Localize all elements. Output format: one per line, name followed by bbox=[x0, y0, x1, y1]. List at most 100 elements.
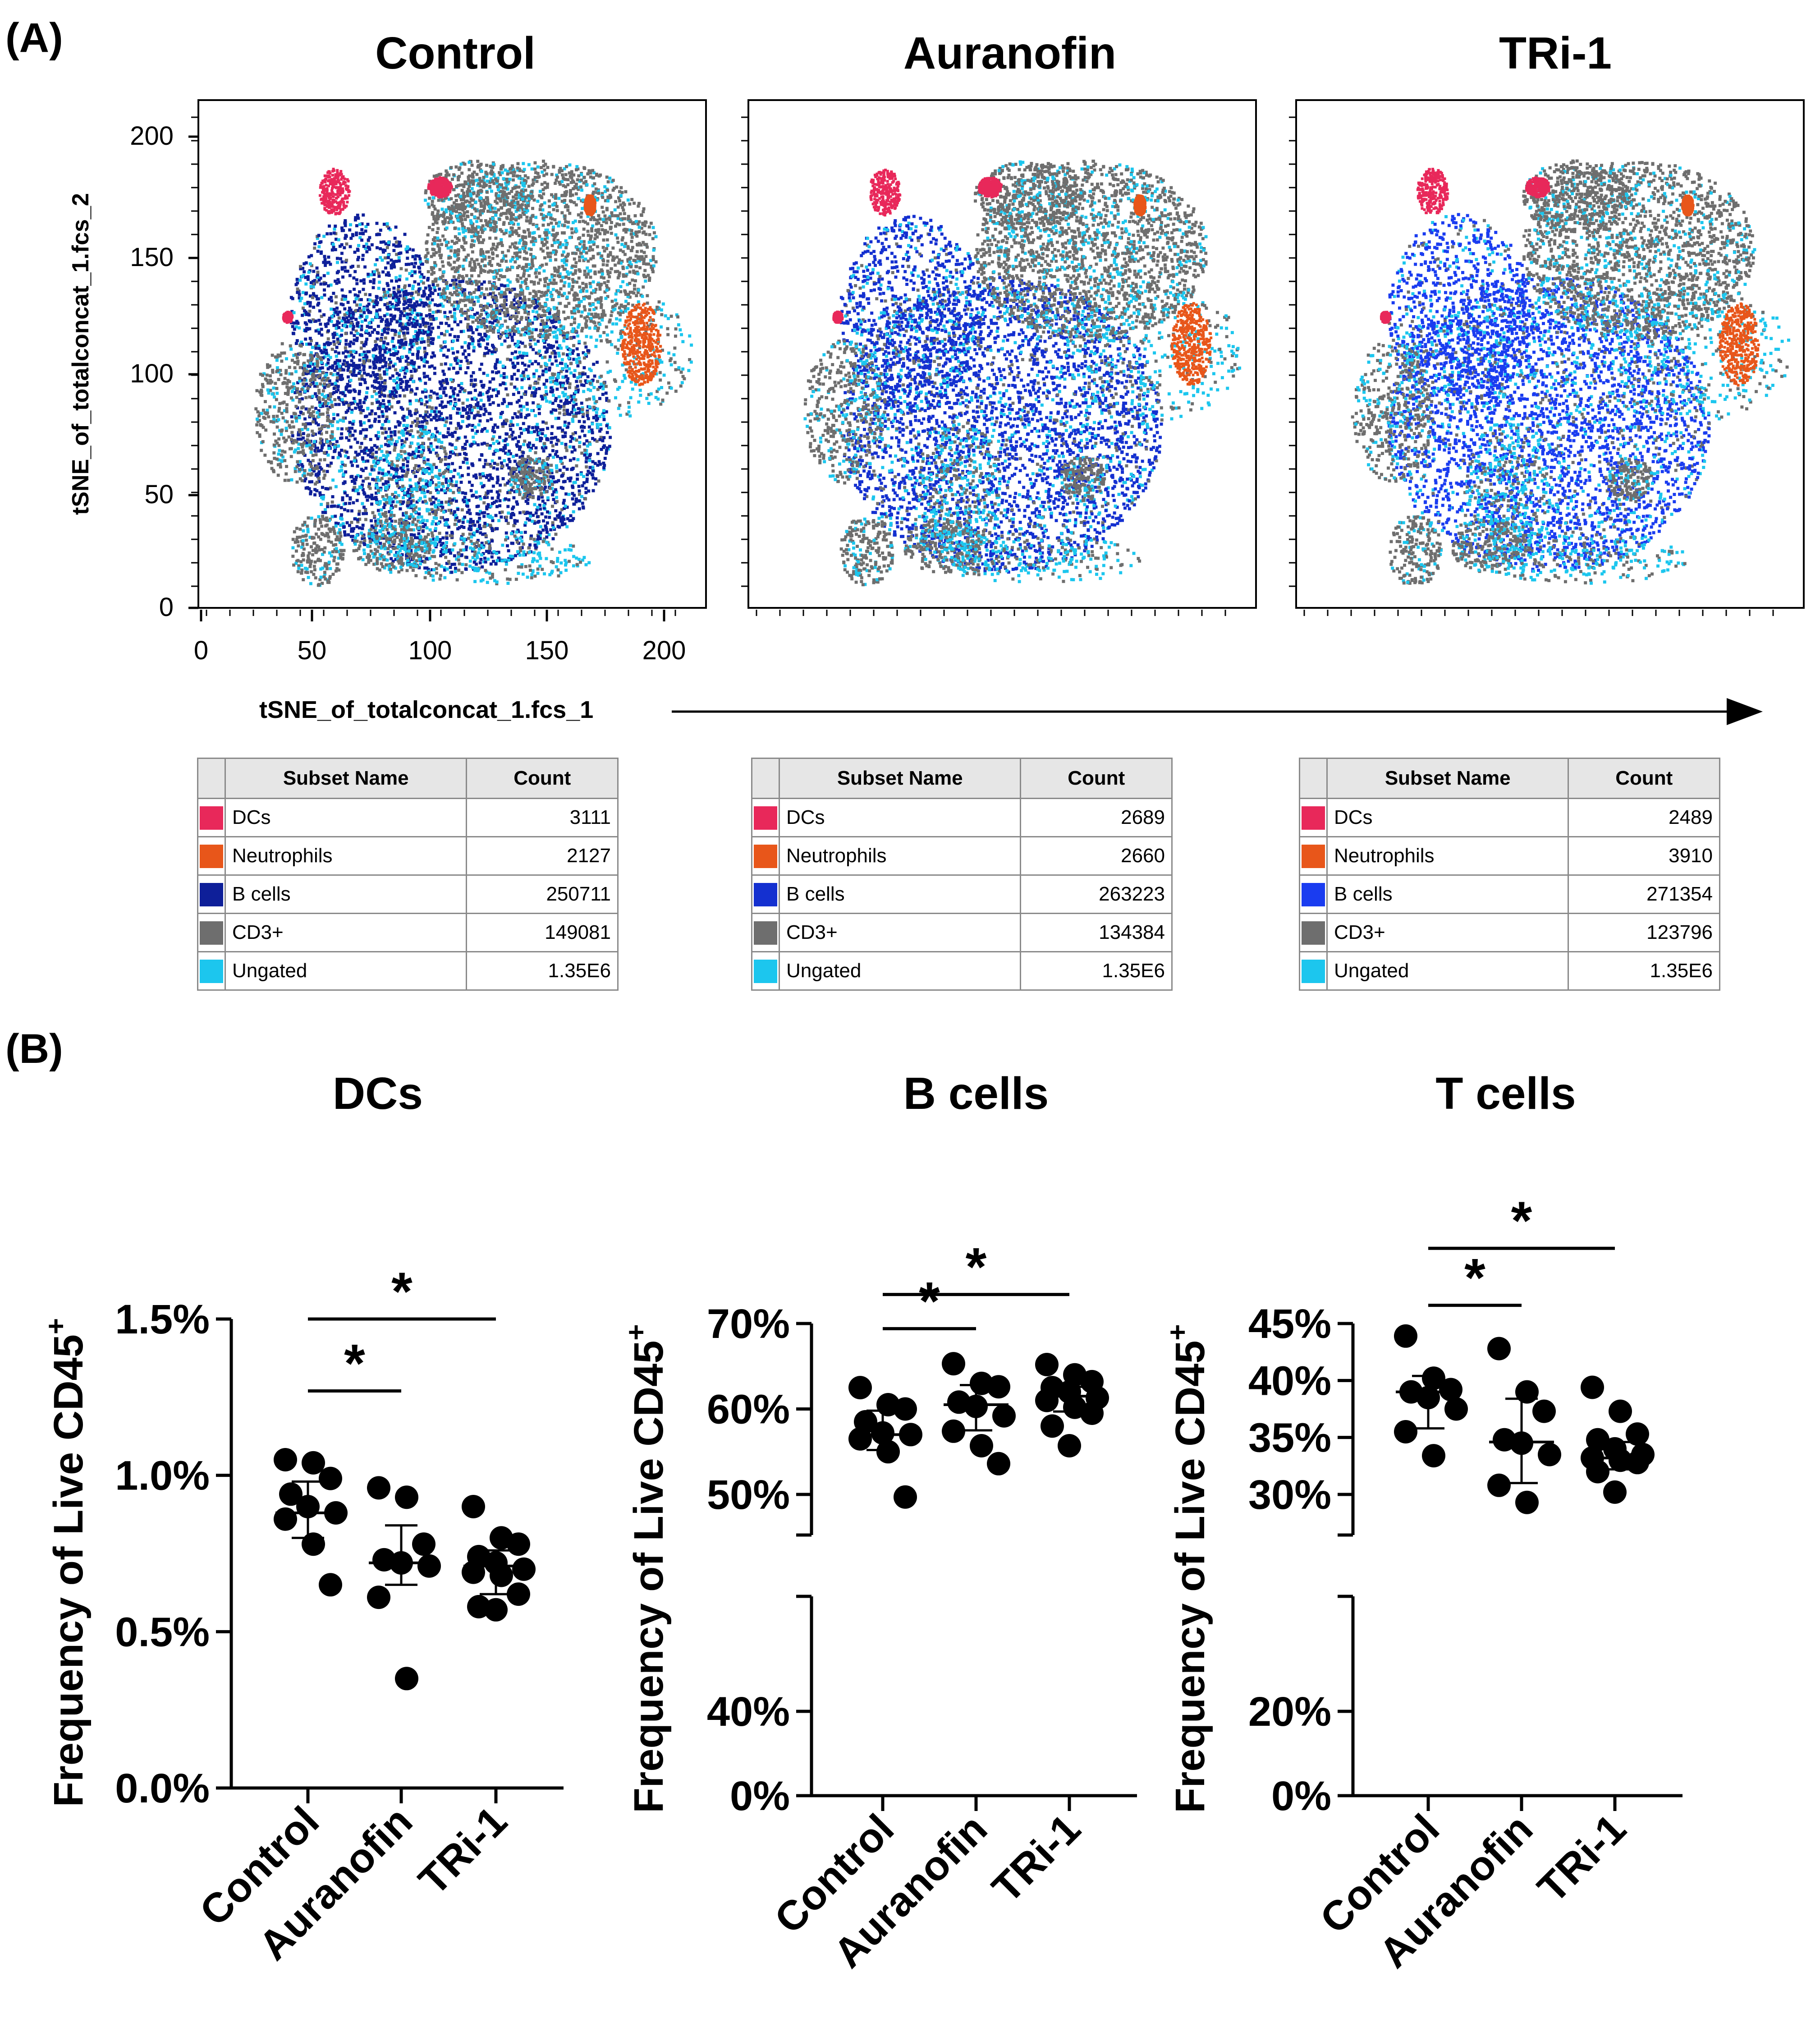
tsne-point bbox=[332, 437, 336, 441]
tsne-point bbox=[370, 524, 374, 528]
tsne-point bbox=[477, 423, 481, 427]
tsne-point bbox=[469, 489, 473, 492]
tsne-point bbox=[492, 466, 495, 469]
tsne-point bbox=[433, 543, 437, 547]
tsne-point bbox=[379, 316, 382, 319]
tsne-point bbox=[423, 330, 427, 334]
tsne-point bbox=[477, 296, 480, 299]
tsne-point bbox=[433, 354, 436, 358]
tsne-point bbox=[586, 315, 589, 318]
tsne-point bbox=[394, 529, 397, 533]
tsne-point bbox=[634, 279, 637, 283]
tsne-point bbox=[340, 333, 344, 337]
tsne-point bbox=[439, 310, 442, 313]
tsne-point bbox=[414, 290, 418, 294]
tsne-point bbox=[330, 308, 333, 311]
tsne-point bbox=[605, 217, 608, 221]
tsne-point bbox=[433, 372, 436, 375]
tsne-point bbox=[408, 308, 412, 312]
tsne-point bbox=[292, 311, 296, 314]
tsne-point bbox=[482, 515, 486, 518]
tsne-point bbox=[602, 384, 606, 387]
tsne-point bbox=[419, 331, 422, 335]
tsne-point bbox=[546, 521, 549, 525]
tsne-point bbox=[394, 244, 398, 248]
tsne-point bbox=[467, 499, 471, 502]
tsne-point bbox=[557, 224, 560, 228]
tsne-point bbox=[480, 544, 483, 547]
tsne-point bbox=[566, 412, 569, 416]
tsne-point bbox=[411, 304, 415, 308]
tsne-point bbox=[430, 266, 433, 269]
tsne-point bbox=[528, 492, 532, 496]
tsne-point bbox=[552, 320, 556, 323]
tsne-point bbox=[358, 236, 362, 239]
tsne-point bbox=[491, 344, 494, 347]
tsne-point bbox=[388, 463, 391, 467]
tsne-point bbox=[389, 307, 392, 311]
tsne-point bbox=[301, 464, 304, 468]
tsne-point bbox=[408, 272, 412, 276]
tsne-point bbox=[379, 387, 382, 391]
tsne-point bbox=[510, 301, 513, 304]
tsne-point bbox=[387, 226, 390, 230]
tsne-point bbox=[314, 362, 317, 366]
tsne-point bbox=[406, 490, 409, 494]
tsne-point bbox=[394, 299, 398, 302]
tsne-point bbox=[508, 328, 511, 332]
tsne-point bbox=[647, 225, 651, 229]
tsne-point bbox=[378, 351, 382, 354]
tsne-point bbox=[437, 326, 440, 329]
tsne-point bbox=[348, 384, 352, 388]
tsne-point bbox=[588, 441, 591, 445]
tsne-point bbox=[350, 475, 354, 478]
tsne-point bbox=[538, 234, 541, 238]
tsne-point bbox=[436, 430, 439, 434]
tsne-point bbox=[485, 505, 489, 509]
tsne-point bbox=[598, 397, 601, 400]
tsne-point bbox=[481, 428, 484, 432]
tsne-point bbox=[421, 529, 425, 533]
tsne-point bbox=[334, 280, 337, 283]
tsne-point bbox=[358, 390, 361, 393]
tsne-point bbox=[540, 512, 544, 516]
tsne-point bbox=[392, 262, 395, 266]
tsne-point bbox=[443, 340, 447, 344]
tsne-point bbox=[426, 330, 430, 334]
tsne-point bbox=[409, 339, 413, 342]
tsne-point bbox=[355, 296, 359, 299]
tsne-point bbox=[471, 556, 475, 559]
tsne-point bbox=[499, 335, 502, 338]
tsne-point bbox=[453, 317, 457, 321]
tsne-point bbox=[544, 368, 548, 371]
tsne-point bbox=[461, 520, 465, 524]
tsne-point bbox=[445, 567, 449, 571]
tsne-point bbox=[543, 394, 547, 397]
tsne-point bbox=[466, 510, 469, 514]
tsne-point bbox=[439, 403, 443, 407]
tsne-point bbox=[635, 234, 639, 238]
tsne-point bbox=[423, 357, 426, 361]
tsne-point bbox=[348, 427, 351, 430]
tsne-point bbox=[364, 293, 367, 296]
tsne-point bbox=[523, 302, 527, 305]
tsne-point bbox=[386, 261, 390, 265]
tsne-point bbox=[575, 246, 579, 249]
tsne-point bbox=[543, 480, 546, 483]
tsne-point bbox=[384, 242, 388, 246]
tsne-point bbox=[409, 300, 413, 303]
tsne-point bbox=[439, 504, 443, 508]
tsne-point bbox=[459, 425, 463, 429]
tsne-point bbox=[566, 183, 570, 187]
tsne-point bbox=[468, 404, 472, 407]
tsne-point bbox=[376, 246, 379, 249]
tsne-point bbox=[487, 255, 491, 259]
tsne-point bbox=[560, 441, 564, 445]
tsne-point bbox=[497, 551, 500, 554]
tsne-point bbox=[396, 288, 400, 292]
tsne-point bbox=[571, 492, 574, 495]
tsne-point bbox=[422, 525, 426, 529]
tsne-point bbox=[401, 345, 404, 348]
tsne-point bbox=[383, 372, 386, 376]
tsne-point bbox=[308, 327, 312, 331]
